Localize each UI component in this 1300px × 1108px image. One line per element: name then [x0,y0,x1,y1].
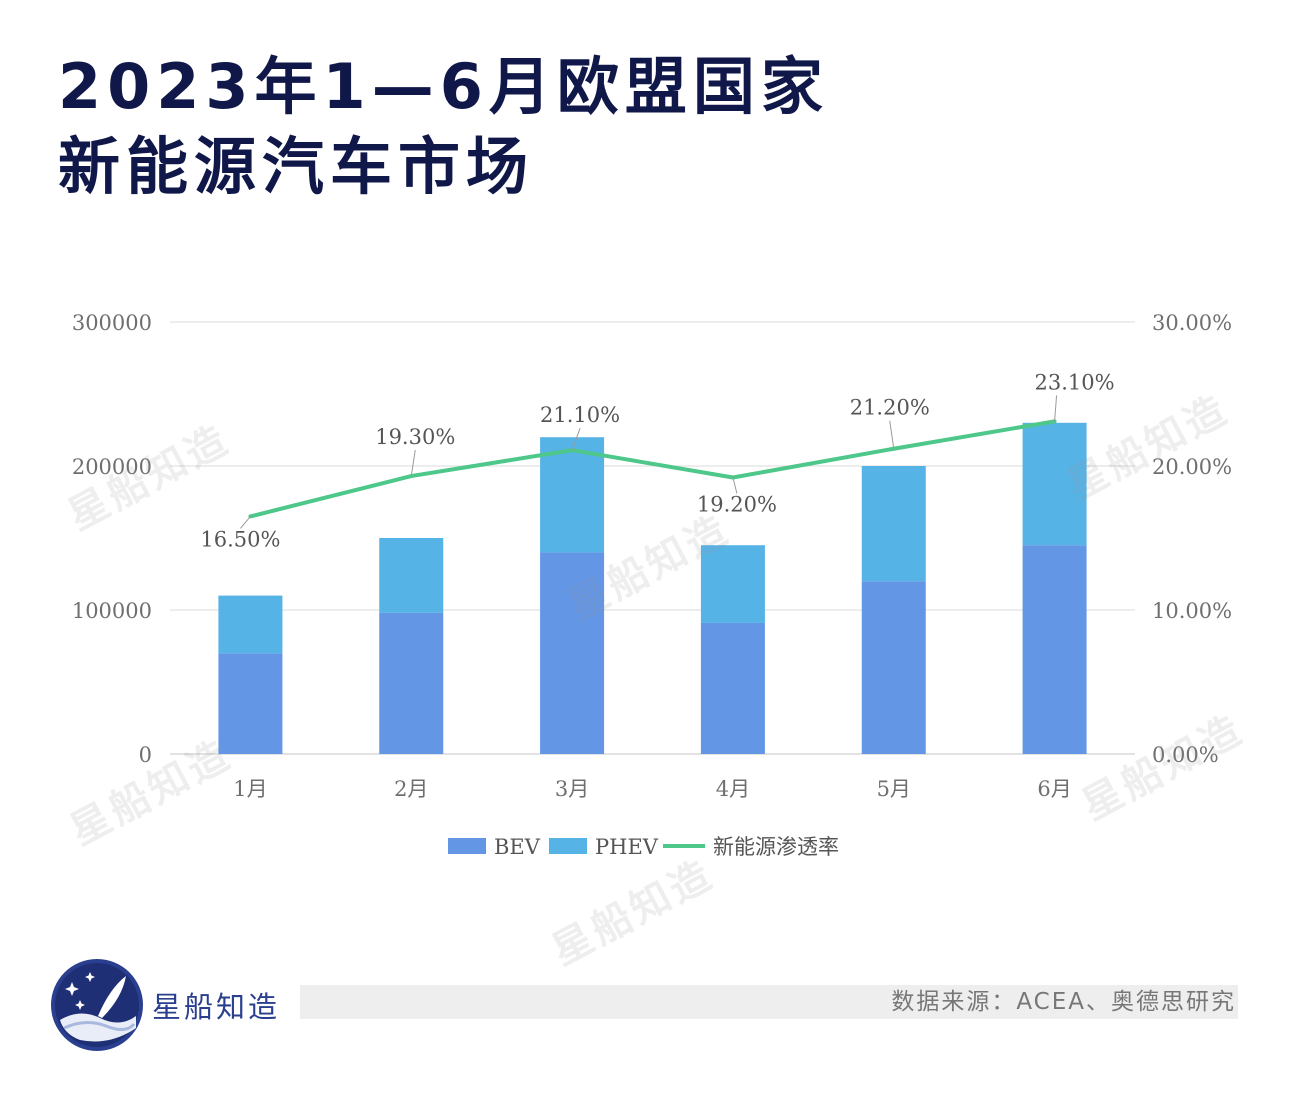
data-source-note: 数据来源：ACEA、奥德思研究 [891,989,1236,1015]
bar-phev [218,595,283,654]
data-label: 21.10% [540,403,620,427]
bar-bev [700,622,765,754]
y-right-tick-label: 10.00% [1152,599,1232,623]
y-left-tick-label: 100000 [72,599,152,623]
x-tick-label: 1月 [233,777,267,801]
legend-label: BEV [494,835,541,859]
chart-title-line-1: 2023年1—6月欧盟国家 [58,50,829,123]
x-tick-label: 2月 [394,777,428,801]
label-leader-line [410,450,416,477]
y-right-tick-label: 0.00% [1152,743,1219,767]
label-leader-line [732,477,738,494]
brand-logo-icon [51,959,143,1051]
data-label: 19.20% [697,493,777,517]
data-label: 19.30% [375,425,455,449]
bar-phev [700,545,765,623]
label-leader-line [1054,395,1058,422]
x-tick-label: 3月 [555,777,589,801]
x-tick-label: 4月 [716,777,750,801]
data-label: 16.50% [200,527,280,551]
bar-phev [1022,422,1087,546]
footer-bar [300,985,1238,1019]
y-left-tick-label: 0 [139,743,152,767]
legend-label: PHEV [595,835,659,859]
brand-name: 星船知造 [152,990,281,1024]
legend-swatch-bev [448,838,486,854]
y-right-tick-label: 20.00% [1152,455,1232,479]
label-leader-line [240,516,251,529]
chart-title-line-2: 新能源汽车市场 [58,130,535,203]
bar-phev [861,466,926,582]
legend-swatch-phev [549,838,587,854]
bar-phev [540,437,605,553]
bar-bev [861,581,926,754]
y-right-tick-label: 30.00% [1152,311,1232,335]
bar-bev [1022,545,1087,754]
label-leader-line [889,420,895,449]
x-tick-label: 5月 [877,777,911,801]
data-label: 21.20% [850,396,930,420]
data-label: 23.10% [1035,370,1115,394]
bar-bev [540,552,605,754]
y-left-tick-label: 300000 [72,311,152,335]
line-penetration-rate [249,419,1055,519]
label-leader-line [571,427,581,451]
x-tick-label: 6月 [1037,777,1071,801]
legend-label: 新能源渗透率 [713,835,839,859]
bar-phev [379,538,444,613]
bar-bev [218,653,283,754]
y-left-tick-label: 200000 [72,455,152,479]
bar-bev [379,612,444,754]
